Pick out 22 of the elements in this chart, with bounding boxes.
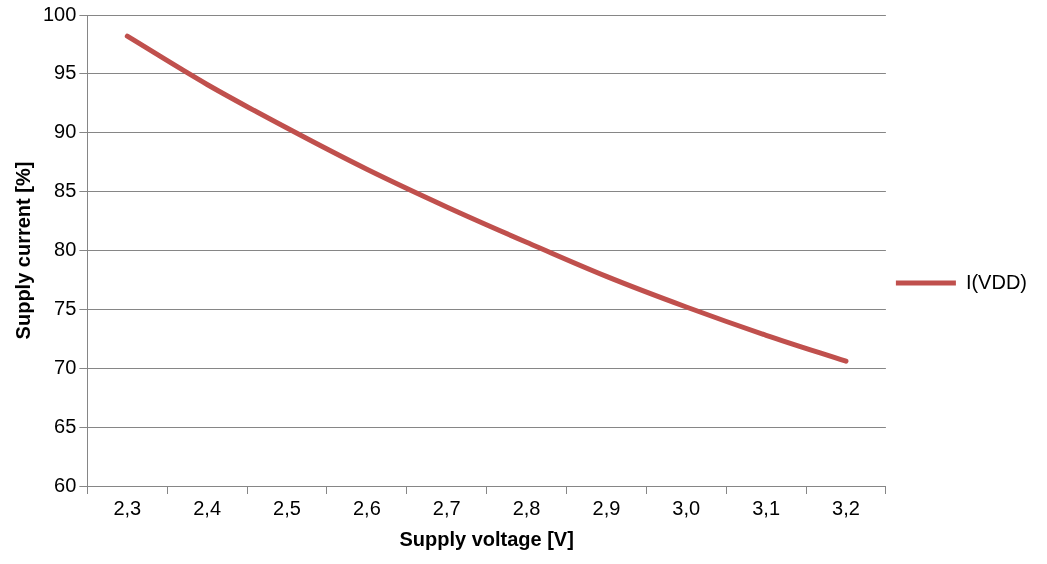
legend-label: I(VDD) <box>965 270 1028 293</box>
x-tick-label: 3,2 <box>832 496 860 519</box>
y-tick-label: 80 <box>54 238 77 261</box>
x-tick-label: 2,7 <box>432 496 461 519</box>
y-axis-title: Supply current [%] <box>11 161 34 340</box>
x-axis-title: Supply voltage [V] <box>399 527 574 550</box>
y-tick-label: 60 <box>54 473 77 496</box>
y-tick-label: 65 <box>54 414 77 437</box>
x-tick-label: 2,6 <box>352 496 381 519</box>
x-tick-label: 2,3 <box>113 496 142 519</box>
x-tick-label: 2,4 <box>193 496 222 519</box>
y-tick-label: 85 <box>54 179 77 202</box>
y-tick-label: 75 <box>54 296 77 319</box>
y-tick-label: 100 <box>42 2 77 25</box>
x-tick-label: 2,5 <box>273 496 301 519</box>
y-tick-label: 70 <box>54 355 77 378</box>
y-tick-label: 95 <box>54 61 77 84</box>
y-tick-label: 90 <box>54 120 77 143</box>
x-tick-label: 3,0 <box>672 496 701 519</box>
x-tick-label: 3,1 <box>752 496 781 519</box>
x-tick-label: 2,8 <box>512 496 541 519</box>
x-tick-label: 2,9 <box>592 496 621 519</box>
